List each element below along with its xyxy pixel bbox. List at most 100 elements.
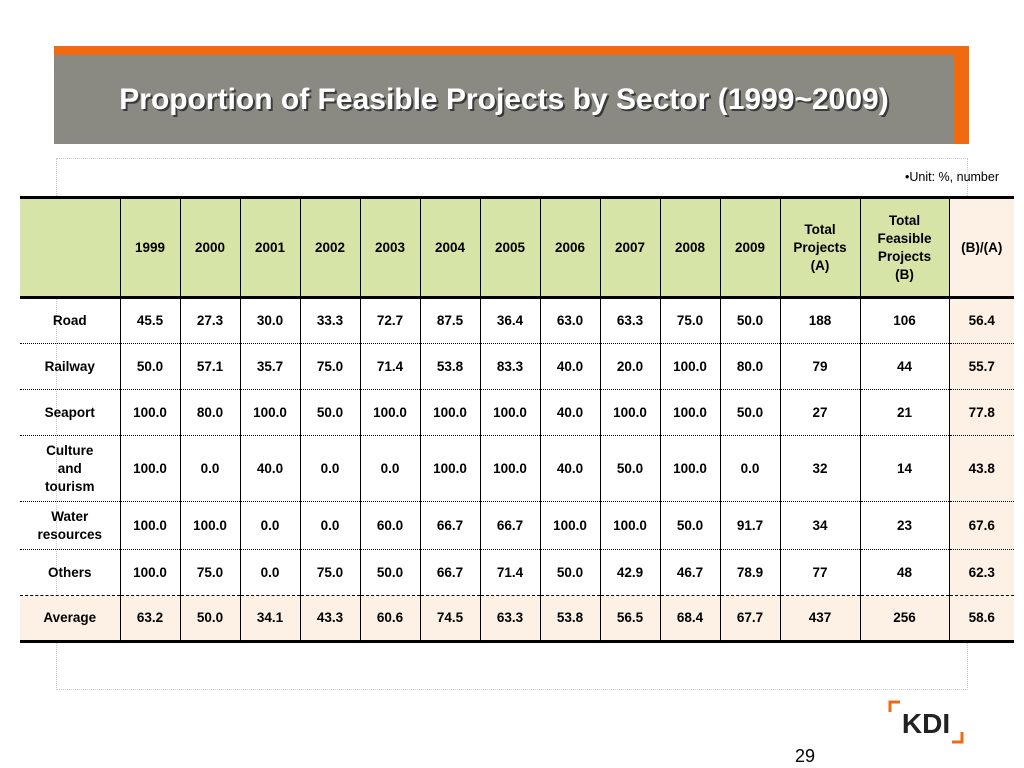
table-cell: 34.1 [239,595,301,642]
table-cell: 48 [859,549,950,596]
header-total-projects-line3: (A) [810,257,830,273]
table-cell: 80.0 [719,343,781,390]
table-cell: 100.0 [179,501,241,550]
table-cell: 100.0 [119,501,181,550]
row-label: Others [20,549,121,596]
table-row: Road 45.5 27.3 30.0 33.3 72.7 87.5 36.4 63.0 63.3… [20,297,1014,344]
table-cell: 100.0 [659,343,721,390]
page-number: 29 [795,746,816,766]
header-2008: 2008 [659,197,721,298]
table-cell: 53.8 [539,595,601,642]
table-cell: 43.8 [948,435,1014,502]
table-cell: 77 [779,549,861,596]
table-row: Seaport 100.0 80.0 100.0 50.0 100.0 100.0 100.0… [20,389,1014,436]
header-2009: 2009 [719,197,781,298]
table-cell: 100.0 [239,389,301,436]
table-cell: 57.1 [179,343,241,390]
table-cell: 33.3 [299,297,361,344]
table-cell: 50.0 [599,435,661,502]
table-cell: 50.0 [299,389,361,436]
table-cell: 100.0 [359,389,421,436]
table-cell: 67.6 [948,501,1014,550]
table-cell: 46.7 [659,549,721,596]
table-cell: 55.7 [948,343,1014,390]
table-cell: 0.0 [239,549,301,596]
row-label-line: Road [52,313,87,328]
table-cell: 40.0 [539,389,601,436]
table-cell: 60.6 [359,595,421,642]
table-cell: 100.0 [419,389,481,436]
table-cell: 36.4 [479,297,541,344]
table-cell: 100.0 [479,389,541,436]
table-cell: 27 [779,389,861,436]
table-cell: 80.0 [179,389,241,436]
table-row: Water resources 100.0 100.0 0.0 0.0 60.0 66.7 66… [20,501,1014,550]
table-cell: 0.0 [239,501,301,550]
table-cell: 66.7 [479,501,541,550]
table-cell: 30.0 [239,297,301,344]
table-cell: 43.3 [299,595,361,642]
header-2007: 2007 [599,197,661,298]
row-label: Railway [20,343,121,390]
table-cell: 50.0 [359,549,421,596]
row-label-line: resources [37,526,103,542]
row-label: Water resources [20,501,121,550]
table-cell: 50.0 [719,297,781,344]
table-cell: 100.0 [119,389,181,436]
kdi-logo-icon: KDI [888,700,964,744]
row-label-line: Average [43,610,97,625]
table-cell: 66.7 [419,549,481,596]
header-total-projects-line1: Total [804,221,836,237]
table-header-row: 1999 2000 2001 2002 2003 2004 2005 2006 … [20,197,1014,298]
table-cell: 32 [779,435,861,502]
table-cell: 34 [779,501,861,550]
table-cell: 0.0 [719,435,781,502]
table-cell: 53.8 [419,343,481,390]
table-cell: 58.6 [948,595,1014,642]
table-cell: 100.0 [419,435,481,502]
table-cell: 50.0 [119,343,181,390]
table-cell: 40.0 [239,435,301,502]
table-cell: 0.0 [359,435,421,502]
header-total-feasible: Total Feasible Projects (B) [859,197,950,298]
table-cell: 100.0 [119,435,181,502]
header-1999: 1999 [119,197,181,298]
header-total-projects-line2: Projects [793,239,847,255]
table-body: Road 45.5 27.3 30.0 33.3 72.7 87.5 36.4 63.0 63.3… [20,297,1014,642]
header-total-projects: Total Projects (A) [779,197,861,298]
table-cell: 188 [779,297,861,344]
table-cell: 100.0 [539,501,601,550]
table-cell: 78.9 [719,549,781,596]
table-cell: 50.0 [539,549,601,596]
table-cell: 106 [859,297,950,344]
table-row: Railway 50.0 57.1 35.7 75.0 71.4 53.8 83.3 40.0 2… [20,343,1014,390]
table-cell: 72.7 [359,297,421,344]
row-label-line: Railway [44,358,95,374]
table-cell: 50.0 [659,501,721,550]
table-row: Average 63.2 50.0 34.1 43.3 60.6 74.5 63.3 53.8 5… [20,595,1014,642]
table-cell: 50.0 [719,389,781,436]
table-cell: 20.0 [599,343,661,390]
table-cell: 42.9 [599,549,661,596]
table-cell: 0.0 [299,501,361,550]
table-cell: 40.0 [539,435,601,502]
row-label: Average [20,595,121,642]
table-cell: 66.7 [419,501,481,550]
table-cell: 0.0 [299,435,361,502]
header-ratio: (B)/(A) [948,197,1014,298]
row-label-line: Others [47,564,92,580]
header-total-feasible-line2: Feasible [877,230,932,246]
table-cell: 87.5 [419,297,481,344]
table-row: Others 100.0 75.0 0.0 75.0 50.0 66.7 71.4 50.0 42… [20,549,1014,596]
table-cell: 23 [859,501,950,550]
table-cell: 91.7 [719,501,781,550]
unit-note: •Unit: %, number [905,170,999,184]
row-label-line: Water [51,508,89,524]
table-cell: 100.0 [599,389,661,436]
table-cell: 63.2 [119,595,181,642]
logo-text: KDI [902,708,950,739]
row-label: Culture and tourism [20,435,121,502]
table-cell: 45.5 [119,297,181,344]
table-cell: 75.0 [659,297,721,344]
table-cell: 256 [859,595,950,642]
